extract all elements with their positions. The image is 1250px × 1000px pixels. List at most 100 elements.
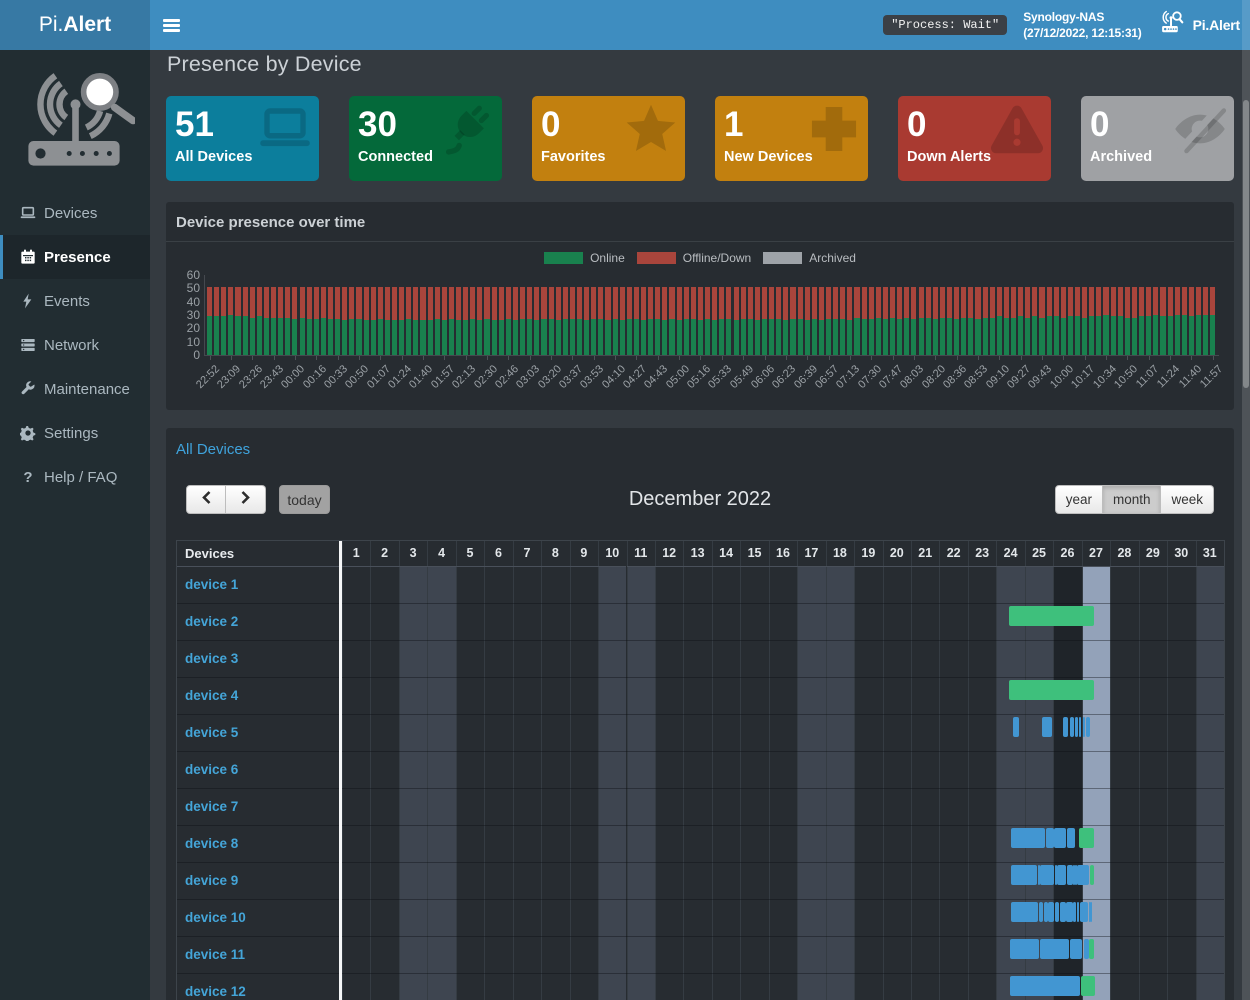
bar-online	[633, 319, 639, 355]
x-tick	[721, 356, 723, 360]
presence-event-blue[interactable]	[1010, 975, 1080, 996]
presence-event-blue[interactable]	[1010, 827, 1046, 848]
presence-event-blue[interactable]	[1039, 901, 1044, 922]
presence-event-blue[interactable]	[1073, 901, 1076, 922]
presence-event-blue[interactable]	[1054, 827, 1067, 848]
presence-event-blue[interactable]	[1055, 901, 1060, 922]
sidebar-item-events[interactable]: Events	[0, 279, 150, 323]
sidebar-item-help-faq[interactable]: ? Help / FAQ	[0, 455, 150, 499]
device-link[interactable]: device 4	[185, 688, 239, 703]
presence-event-green[interactable]	[1089, 864, 1095, 885]
presence-event-blue[interactable]	[1048, 901, 1055, 922]
presence-event-blue[interactable]	[1040, 864, 1055, 885]
calendar-today-button[interactable]: today	[279, 485, 330, 514]
presence-event-green[interactable]	[1009, 679, 1094, 700]
presence-event-blue[interactable]	[1063, 716, 1068, 737]
presence-event-blue[interactable]	[1057, 864, 1067, 885]
info-box-all-devices[interactable]: 51 All Devices	[166, 96, 319, 181]
presence-event-green[interactable]	[1080, 975, 1095, 996]
calendar-title[interactable]: All Devices	[176, 441, 251, 458]
info-box-connected[interactable]: 30 Connected	[349, 96, 502, 181]
presence-event-blue[interactable]	[1010, 938, 1040, 959]
navbar-brand[interactable]: Pi.Alert	[1158, 10, 1240, 40]
presence-event-blue[interactable]	[1090, 901, 1093, 922]
presence-event-blue[interactable]	[1077, 864, 1089, 885]
presence-event-blue[interactable]	[1055, 864, 1057, 885]
device-link[interactable]: device 11	[185, 947, 246, 962]
device-link[interactable]: device 5	[185, 725, 239, 740]
device-link[interactable]: device 12	[185, 984, 246, 999]
calendar-next-button[interactable]	[226, 485, 266, 514]
day-column-24	[996, 567, 1025, 1000]
x-tick	[487, 356, 489, 360]
calendar-view-month-button[interactable]: month	[1102, 485, 1162, 514]
presence-event-blue[interactable]	[1075, 716, 1078, 737]
bar-offline	[989, 287, 995, 318]
presence-event-blue[interactable]	[1066, 864, 1073, 885]
presence-event-blue[interactable]	[1078, 716, 1082, 737]
presence-event-blue[interactable]	[1066, 901, 1073, 922]
presence-event-blue[interactable]	[1083, 938, 1089, 959]
grid-vline	[711, 541, 713, 1000]
presence-event-blue[interactable]	[1070, 938, 1082, 959]
info-box-archived[interactable]: 0 Archived	[1081, 96, 1234, 181]
bar-online	[377, 319, 383, 355]
sidebar-item-settings[interactable]: Settings	[0, 411, 150, 455]
info-box-down-alerts[interactable]: 0 Down Alerts	[898, 96, 1051, 181]
presence-event-green[interactable]	[1089, 938, 1094, 959]
page-scrollbar[interactable]	[1242, 0, 1250, 1000]
presence-event-blue[interactable]	[1070, 716, 1074, 737]
presence-event-blue[interactable]	[1066, 827, 1076, 848]
device-link[interactable]: device 7	[185, 799, 239, 814]
day-header-24: 24	[996, 541, 1025, 567]
legend-item[interactable]: Archived	[763, 251, 856, 265]
presence-event-blue[interactable]	[1075, 864, 1077, 885]
sidebar-item-maintenance[interactable]: Maintenance	[0, 367, 150, 411]
presence-event-blue[interactable]	[1082, 716, 1086, 737]
sidebar-item-presence[interactable]: Presence	[0, 235, 150, 279]
calendar-view-week-button[interactable]: week	[1161, 485, 1214, 514]
sidebar-item-devices[interactable]: Devices	[0, 191, 150, 235]
presence-event-green[interactable]	[1009, 605, 1094, 626]
presence-event-blue[interactable]	[1086, 716, 1090, 737]
bar-online	[875, 317, 881, 355]
device-link[interactable]: device 2	[185, 614, 239, 629]
app-logo-prefix: Pi.	[38, 13, 64, 36]
bar-online	[548, 319, 554, 355]
info-box-favorites[interactable]: 0 Favorites	[532, 96, 685, 181]
presence-event-blue[interactable]	[1040, 938, 1069, 959]
day-column-27	[1081, 567, 1111, 1000]
info-box-new-devices[interactable]: 1 New Devices	[715, 96, 868, 181]
device-link[interactable]: device 6	[185, 762, 239, 777]
presence-event-blue[interactable]	[1010, 901, 1039, 922]
presence-event-blue[interactable]	[1060, 901, 1066, 922]
presence-event-blue[interactable]	[1041, 716, 1052, 737]
calendar-view-year-button[interactable]: year	[1054, 485, 1103, 514]
device-link[interactable]: device 10	[185, 910, 246, 925]
device-link[interactable]: device 3	[185, 651, 239, 666]
bar-online	[214, 316, 220, 355]
legend-item[interactable]: Online	[544, 251, 625, 265]
legend-item[interactable]: Offline/Down	[636, 251, 751, 265]
presence-event-blue[interactable]	[1012, 716, 1020, 737]
presence-event-green[interactable]	[1078, 827, 1095, 848]
presence-event-blue[interactable]	[1044, 901, 1048, 922]
presence-event-blue[interactable]	[1038, 864, 1040, 885]
presence-event-blue[interactable]	[1088, 901, 1091, 922]
device-link[interactable]: device 9	[185, 873, 239, 888]
app-logo[interactable]: Pi.Alert	[0, 0, 150, 50]
hamburger-icon[interactable]	[150, 0, 192, 50]
bar-online	[840, 319, 846, 355]
calendar-prev-button[interactable]	[186, 485, 226, 514]
bar-online	[1032, 316, 1038, 355]
presence-event-blue[interactable]	[1080, 901, 1088, 922]
bar-online	[520, 319, 526, 355]
presence-event-blue[interactable]	[1010, 864, 1038, 885]
presence-event-blue[interactable]	[1073, 864, 1075, 885]
sidebar-item-network[interactable]: Network	[0, 323, 150, 367]
device-link[interactable]: device 1	[185, 577, 239, 592]
device-link[interactable]: device 8	[185, 836, 239, 851]
scrollbar-thumb[interactable]	[1243, 100, 1249, 388]
presence-event-blue[interactable]	[1076, 901, 1080, 922]
presence-event-blue[interactable]	[1045, 827, 1054, 848]
